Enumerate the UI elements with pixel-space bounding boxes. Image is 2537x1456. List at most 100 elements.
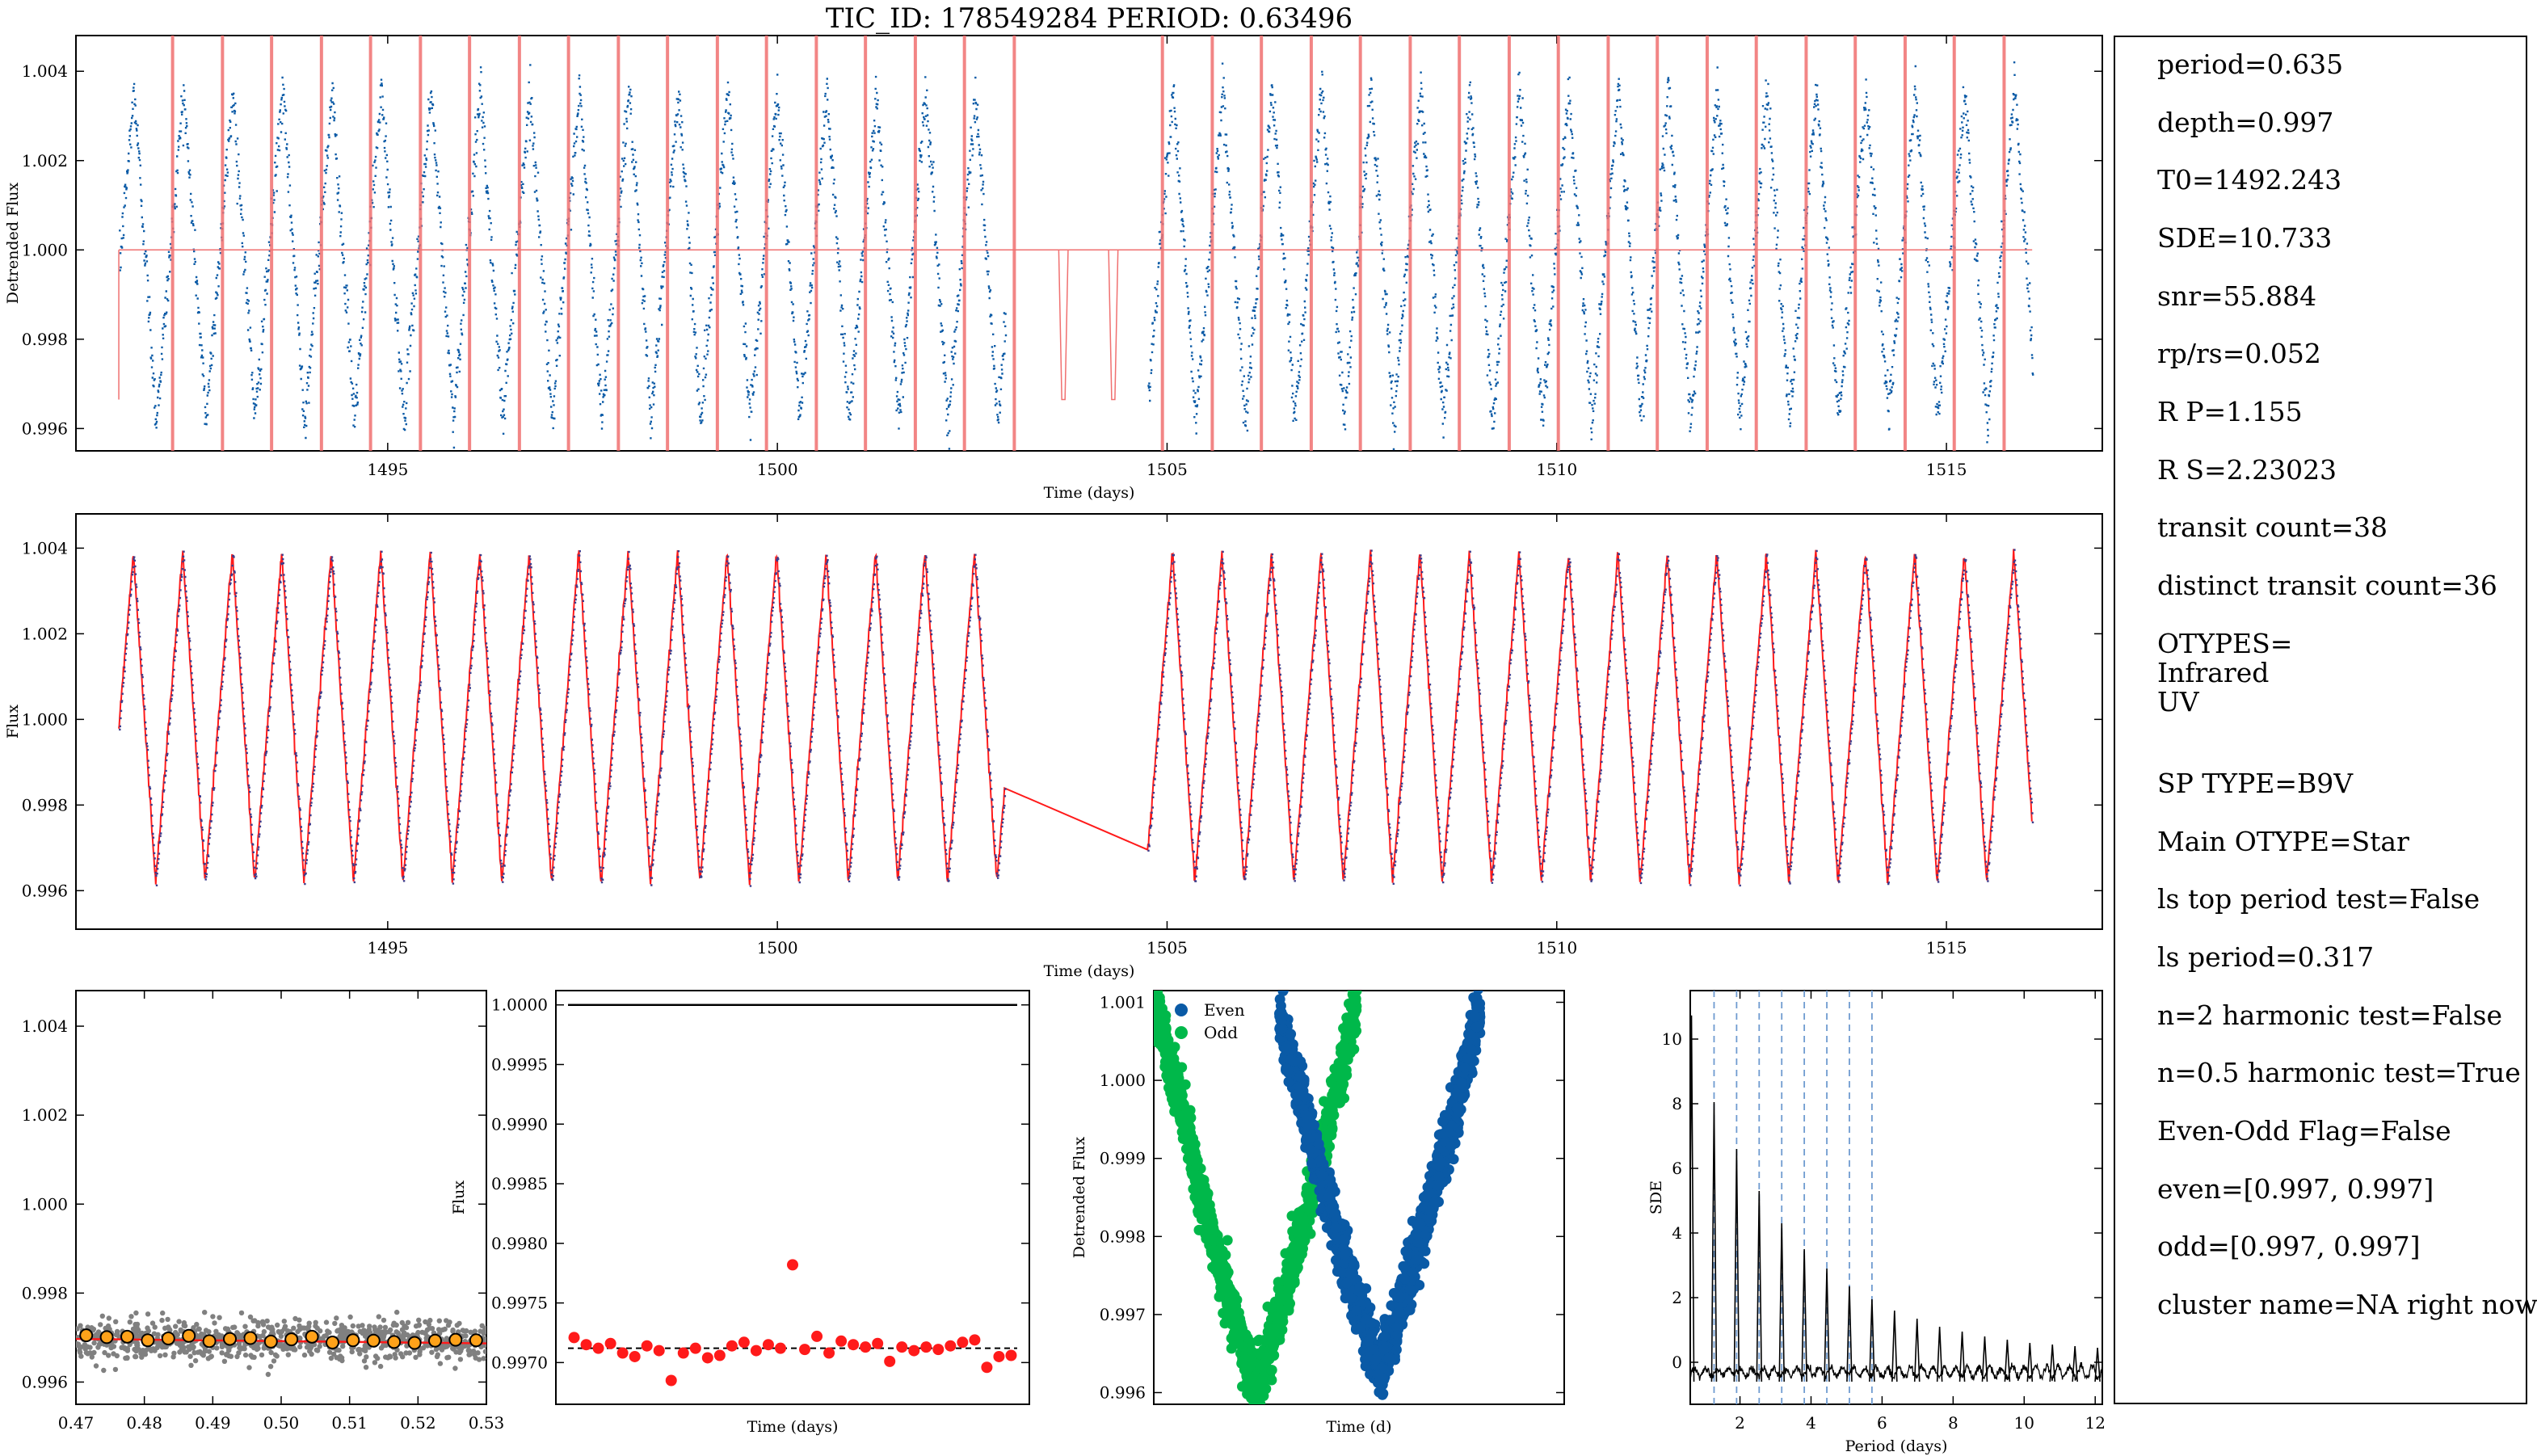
raw-point [259, 1352, 265, 1358]
even-odd-point [1218, 1264, 1228, 1275]
even-odd-point [1298, 1215, 1310, 1226]
raw-point [250, 1318, 256, 1323]
even-odd-point [1378, 1344, 1390, 1355]
raw-point [226, 1348, 232, 1353]
raw-point [194, 1321, 200, 1328]
transit-depth-point [945, 1340, 957, 1352]
raw-point [99, 1313, 105, 1319]
raw-point [297, 1335, 303, 1341]
raw-point [159, 1317, 165, 1323]
raw-point [77, 1349, 83, 1356]
even-odd-point [1415, 1218, 1426, 1230]
raw-point [285, 1352, 291, 1357]
raw-point [423, 1319, 428, 1325]
even-odd-point [1262, 1333, 1273, 1344]
raw-point [328, 1355, 334, 1361]
raw-point [465, 1348, 471, 1353]
raw-point [444, 1318, 449, 1323]
raw-point [145, 1311, 151, 1317]
even-odd-point [1392, 1330, 1403, 1340]
raw-point [124, 1355, 130, 1361]
x-tick-label: 8 [1948, 1413, 1958, 1433]
even-odd-point [1248, 1394, 1260, 1404]
even-odd-point [1325, 1109, 1336, 1120]
y-tick-label: 1.002 [22, 624, 68, 643]
even-odd-point [1283, 1076, 1294, 1088]
raw-point [134, 1321, 141, 1328]
raw-point [454, 1323, 460, 1328]
raw-point [387, 1354, 393, 1360]
even-odd-point [1411, 1254, 1422, 1265]
even-odd-point [1391, 1344, 1402, 1355]
even-odd-point [1374, 1387, 1385, 1398]
flux-points [118, 549, 2034, 887]
raw-point [162, 1325, 168, 1332]
x-tick-label: 0.52 [400, 1413, 436, 1433]
even-odd-point [1462, 1053, 1474, 1064]
raw-point [275, 1322, 280, 1328]
even-odd-point [1283, 1301, 1294, 1312]
transit-depth-point [653, 1344, 665, 1357]
transit-depth-point [896, 1341, 908, 1353]
y-tick-label: 0.999 [1100, 1149, 1146, 1168]
transit-depth-point [835, 1335, 848, 1347]
raw-point [268, 1349, 274, 1356]
raw-point [306, 1320, 312, 1326]
even-odd-points [1154, 991, 1486, 1404]
even-odd-point [1300, 1092, 1311, 1103]
even-odd-point [1199, 1208, 1210, 1219]
raw-point [176, 1319, 182, 1324]
binned-point [326, 1335, 339, 1349]
info-line: SDE=10.733 [2157, 222, 2333, 254]
transit-depth-point [750, 1344, 762, 1357]
raw-point [112, 1366, 119, 1373]
even-odd-point [1437, 1116, 1448, 1127]
raw-point [350, 1323, 356, 1329]
transit-depth-point [848, 1339, 860, 1351]
even-odd-point [1459, 1063, 1470, 1074]
sde-peak [2049, 1344, 2056, 1382]
even-odd-point [1222, 1286, 1233, 1298]
sde-peak [1846, 1286, 1853, 1382]
raw-point [152, 1324, 158, 1330]
even-odd-point [1344, 1269, 1356, 1280]
raw-point [482, 1349, 486, 1354]
transit-depth-point [641, 1340, 653, 1352]
even-odd-point [1293, 1243, 1304, 1254]
x-axis-label: Period (days) [1845, 1437, 1948, 1455]
raw-point [177, 1349, 183, 1355]
x-tick-label: 1495 [367, 460, 408, 479]
y-tick-label: 10 [1662, 1029, 1682, 1049]
raw-point [450, 1327, 456, 1333]
raw-point [398, 1351, 404, 1357]
raw-point [363, 1365, 369, 1370]
raw-point [200, 1353, 206, 1358]
binned-point [120, 1329, 134, 1344]
even-odd-point [1330, 1222, 1341, 1234]
raw-point [372, 1360, 378, 1366]
transit-depth-point [713, 1349, 726, 1361]
even-odd-point [1316, 1170, 1327, 1180]
raw-point [453, 1349, 459, 1355]
raw-point [162, 1344, 168, 1350]
raw-point [461, 1328, 467, 1334]
raw-point [337, 1334, 343, 1340]
raw-point [87, 1344, 93, 1350]
x-axis-label: Time (days) [747, 1418, 839, 1436]
raw-point [444, 1336, 450, 1341]
even-odd-point [1354, 1281, 1365, 1293]
info-line: cluster name=NA right now [2157, 1289, 2537, 1320]
raw-point [399, 1327, 406, 1332]
raw-point [281, 1326, 288, 1332]
transit-depth-point [969, 1334, 981, 1346]
even-odd-point [1413, 1237, 1424, 1248]
raw-point [170, 1354, 176, 1360]
sde-peak [1981, 1336, 1988, 1382]
even-odd-point [1340, 1249, 1351, 1260]
info-line: snr=55.884 [2157, 280, 2317, 312]
transit-depth-point [908, 1344, 920, 1357]
raw-point [401, 1331, 406, 1337]
binned-point [243, 1331, 258, 1345]
raw-point [89, 1325, 95, 1331]
transit-depth-point [604, 1337, 616, 1349]
